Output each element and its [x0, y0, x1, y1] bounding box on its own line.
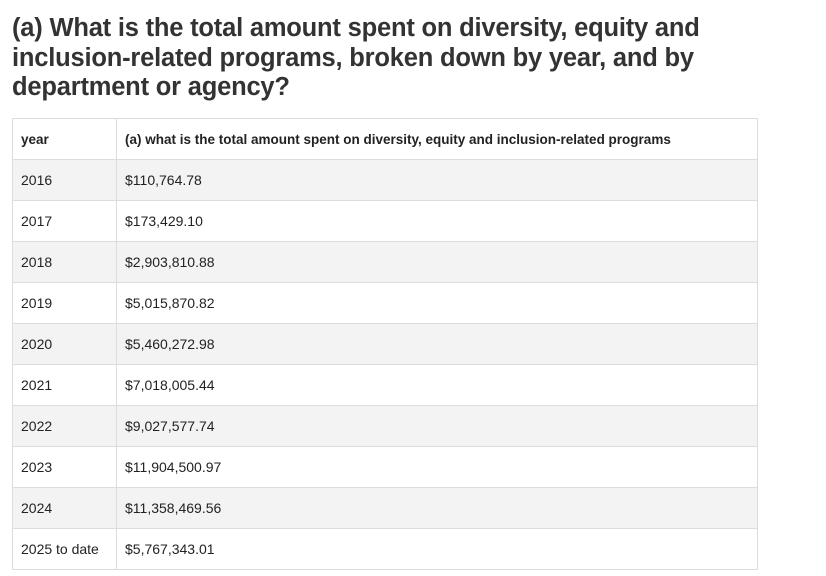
table-row: 2019 $5,015,870.82 — [12, 282, 758, 324]
year-cell: 2025 to date — [12, 528, 117, 570]
amount-cell: $110,764.78 — [116, 159, 758, 201]
column-header-year: year — [12, 118, 117, 160]
year-cell: 2019 — [12, 282, 117, 324]
table-row: 2017 $173,429.10 — [12, 200, 758, 242]
amount-cell: $11,358,469.56 — [116, 487, 758, 529]
table-row: 2016 $110,764.78 — [12, 159, 758, 201]
amount-cell: $173,429.10 — [116, 200, 758, 242]
page-title: (a) What is the total amount spent on di… — [12, 14, 700, 101]
table-row: 2023 $11,904,500.97 — [12, 446, 758, 488]
year-cell: 2024 — [12, 487, 117, 529]
year-cell: 2018 — [12, 241, 117, 283]
table-row: 2024 $11,358,469.56 — [12, 487, 758, 529]
year-cell: 2023 — [12, 446, 117, 488]
year-cell: 2022 — [12, 405, 117, 447]
amount-cell: $9,027,577.74 — [116, 405, 758, 447]
table-row: 2025 to date $5,767,343.01 — [12, 528, 758, 570]
amount-cell: $5,767,343.01 — [116, 528, 758, 570]
table-row: 2022 $9,027,577.74 — [12, 405, 758, 447]
table-header-row: year (a) what is the total amount spent … — [12, 118, 758, 160]
spending-table: year (a) what is the total amount spent … — [12, 118, 758, 570]
amount-cell: $5,015,870.82 — [116, 282, 758, 324]
amount-cell: $11,904,500.97 — [116, 446, 758, 488]
amount-cell: $2,903,810.88 — [116, 241, 758, 283]
year-cell: 2020 — [12, 323, 117, 365]
column-header-amount: (a) what is the total amount spent on di… — [116, 118, 758, 160]
amount-cell: $7,018,005.44 — [116, 364, 758, 406]
table-row: 2020 $5,460,272.98 — [12, 323, 758, 365]
table-header: year (a) what is the total amount spent … — [12, 118, 758, 160]
amount-cell: $5,460,272.98 — [116, 323, 758, 365]
year-cell: 2021 — [12, 364, 117, 406]
year-cell: 2016 — [12, 159, 117, 201]
table-row: 2021 $7,018,005.44 — [12, 364, 758, 406]
table-body: 2016 $110,764.78 2017 $173,429.10 2018 $… — [12, 159, 758, 570]
table-row: 2018 $2,903,810.88 — [12, 241, 758, 283]
year-cell: 2017 — [12, 200, 117, 242]
